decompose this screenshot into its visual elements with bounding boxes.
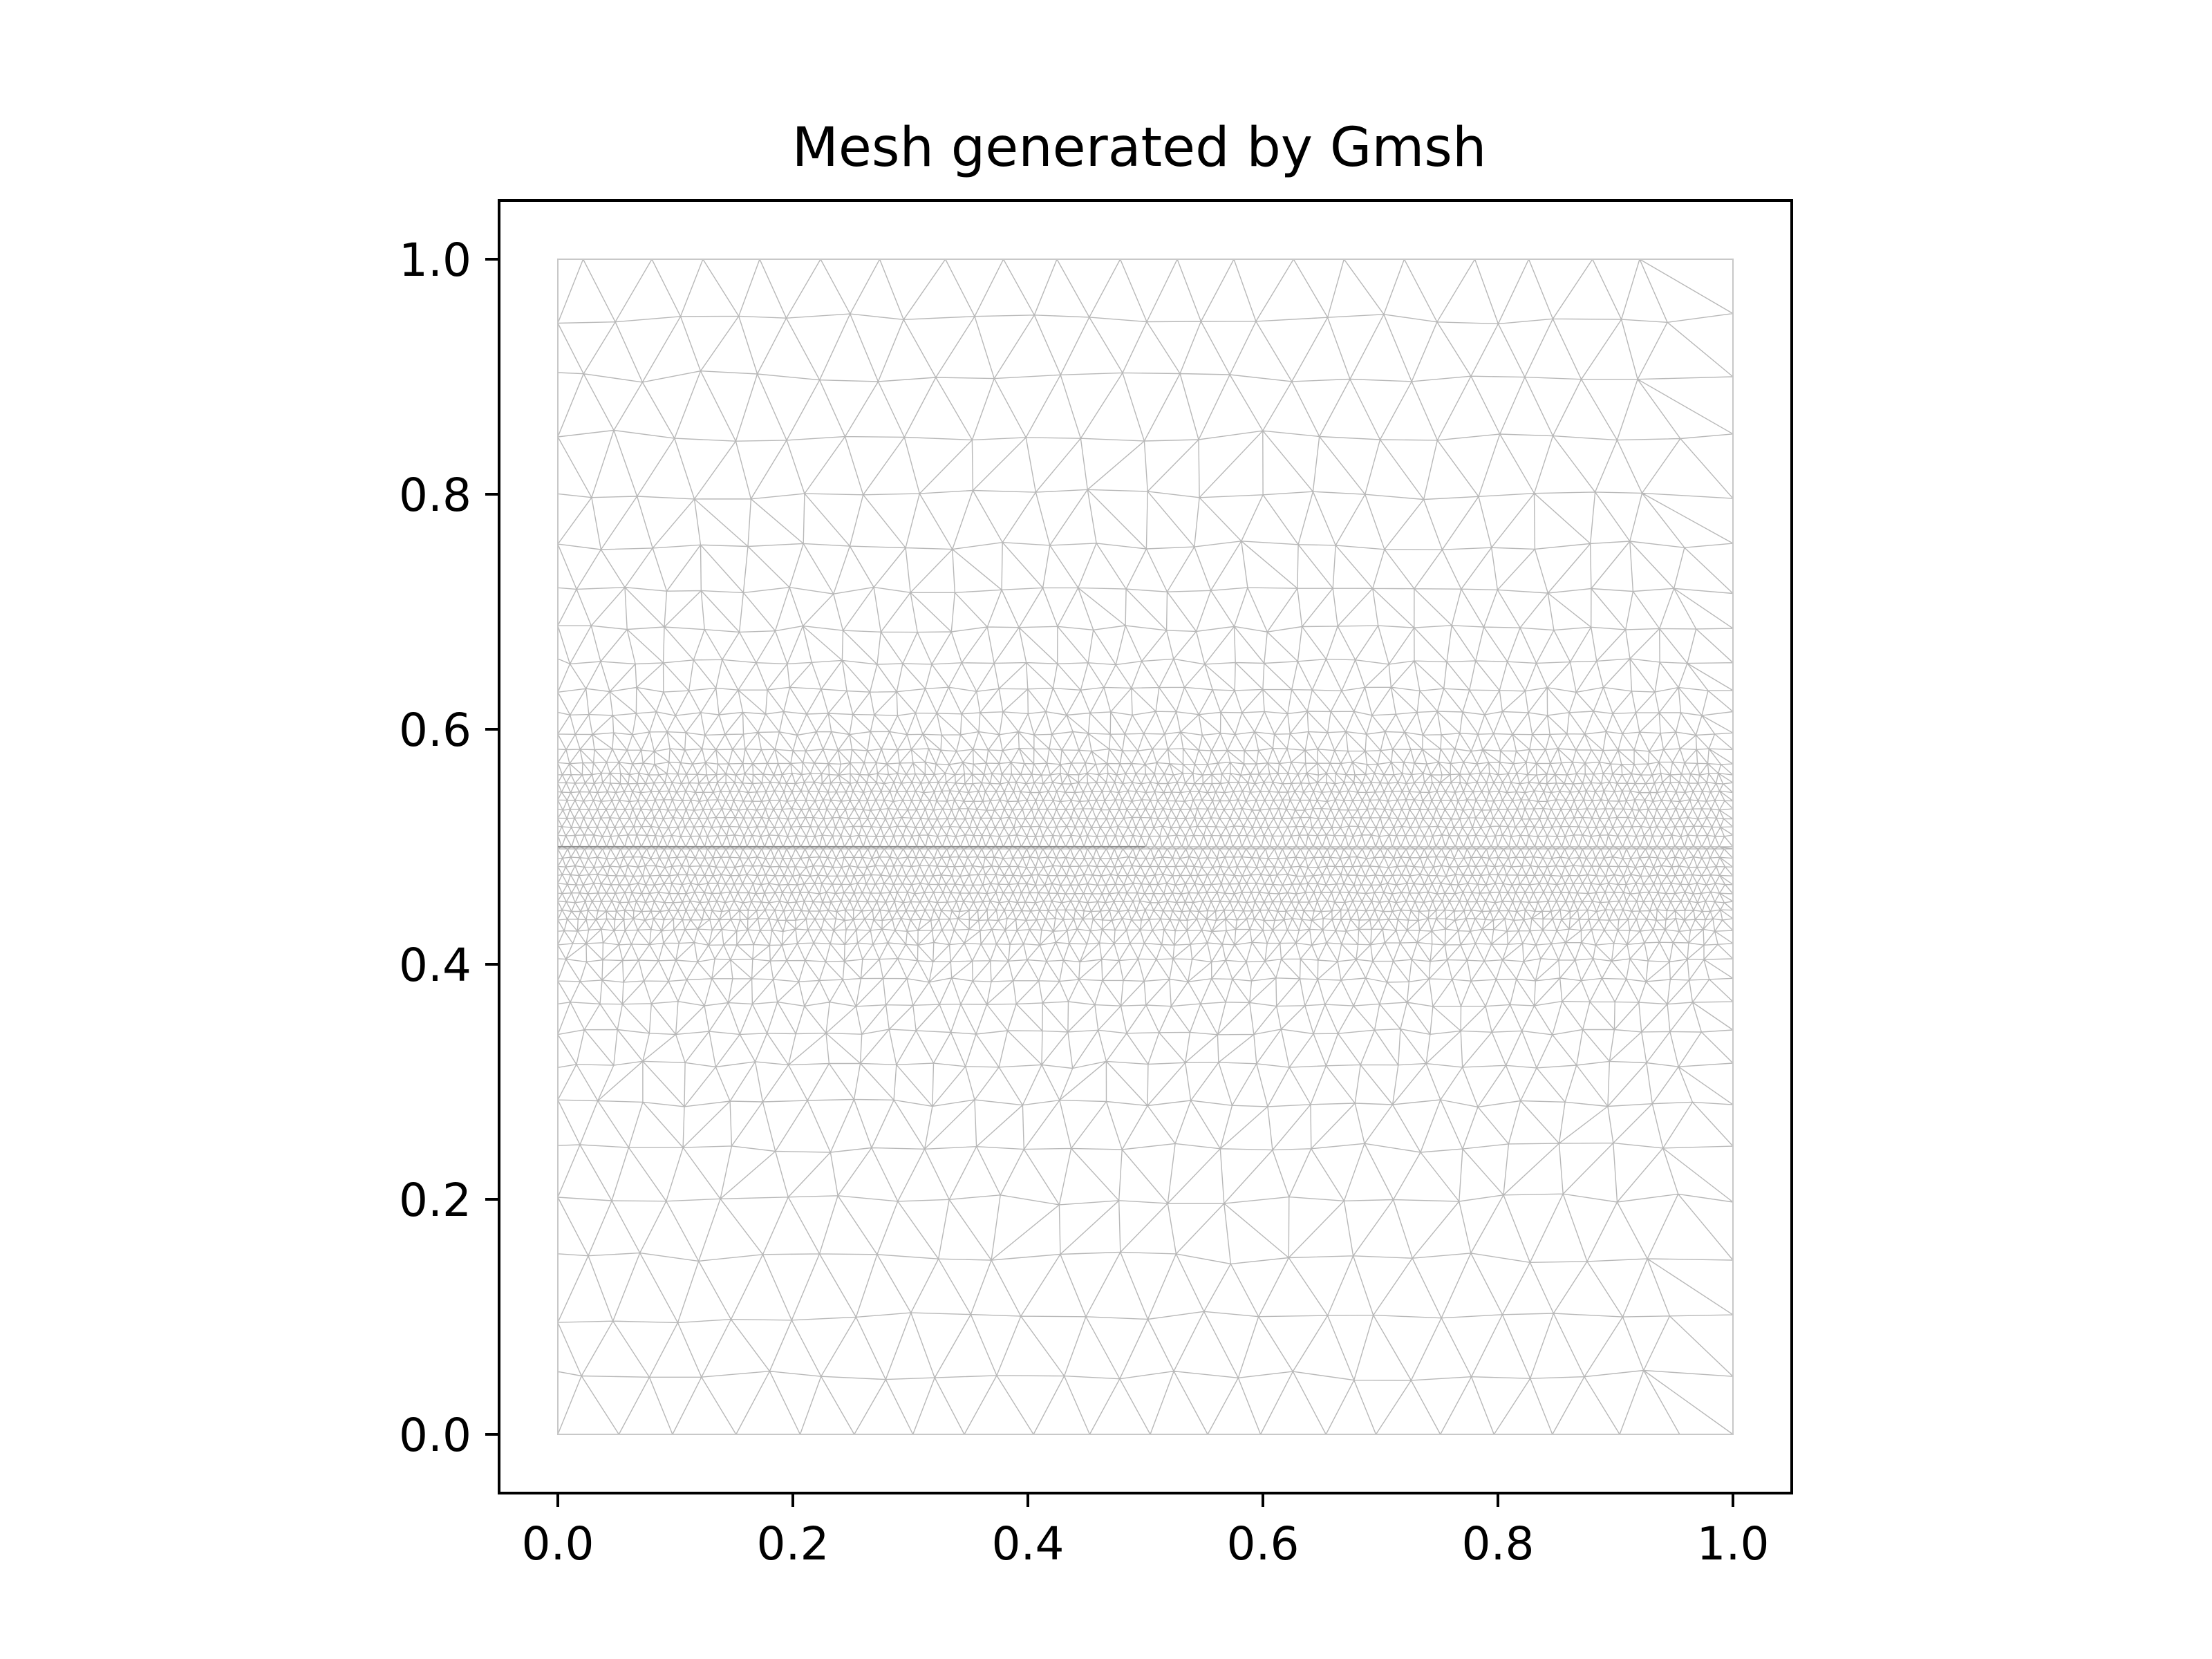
y-axis: 0.0 0.2 0.4 0.6 0.8 1.0 <box>399 234 499 1462</box>
x-tick-label: 0.4 <box>992 1517 1065 1571</box>
y-tick-label: 0.0 <box>399 1409 471 1462</box>
x-axis: 0.0 0.2 0.4 0.6 0.8 1.0 <box>522 1493 1770 1571</box>
y-tick-label: 0.4 <box>399 939 471 992</box>
axes-frame <box>498 199 1793 1494</box>
y-tick-label: 1.0 <box>399 234 471 287</box>
x-tick-label: 1.0 <box>1697 1517 1770 1571</box>
y-tick-label: 0.8 <box>399 469 471 522</box>
x-tick-label: 0.0 <box>522 1517 594 1571</box>
x-tick-label: 0.2 <box>757 1517 830 1571</box>
x-tick-label: 0.6 <box>1227 1517 1300 1571</box>
y-tick-label: 0.2 <box>399 1174 471 1227</box>
x-tick-label: 0.8 <box>1462 1517 1535 1571</box>
chart-title: Mesh generated by Gmsh <box>792 117 1487 179</box>
y-tick-label: 0.6 <box>399 704 471 757</box>
